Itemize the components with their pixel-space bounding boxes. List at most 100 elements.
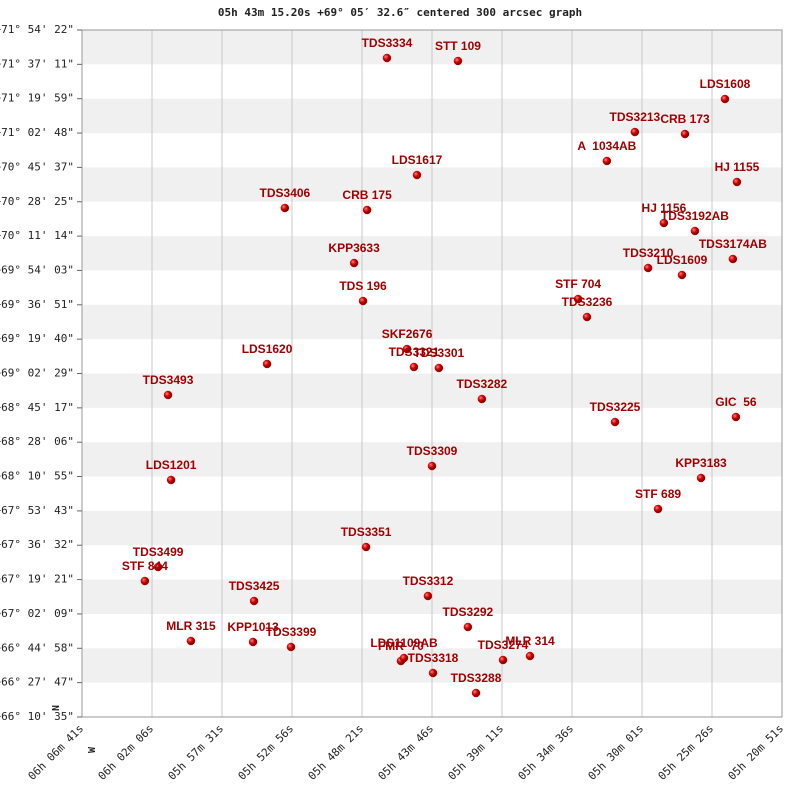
star-label: GIC 56 bbox=[715, 395, 757, 409]
star-label: TDS3274 bbox=[478, 638, 529, 652]
west-label: W bbox=[87, 746, 98, 753]
star-label: TDS3236 bbox=[562, 295, 613, 309]
star-label: TDS3210 bbox=[623, 246, 674, 260]
star-label: STT 109 bbox=[435, 39, 481, 53]
star-label: LDS1617 bbox=[392, 153, 443, 167]
star-label: TDS3192AB bbox=[661, 209, 729, 223]
star-label: HJ 1155 bbox=[715, 160, 760, 174]
y-tick-label: +67° 53' 43" bbox=[0, 504, 74, 517]
star-point bbox=[453, 56, 463, 66]
star-point bbox=[680, 129, 690, 139]
star-point bbox=[382, 53, 392, 63]
star-label: TDS3213 bbox=[610, 110, 661, 124]
y-tick-label: +71° 37' 11" bbox=[0, 57, 74, 70]
star-label: MLR 314 bbox=[505, 634, 555, 648]
y-tick-label: +71° 02' 48" bbox=[0, 126, 74, 139]
star-label: TDS3399 bbox=[266, 625, 317, 639]
star-point bbox=[582, 312, 592, 322]
star-point bbox=[362, 205, 372, 215]
star-label: STF 704 bbox=[555, 277, 601, 291]
star-label: TDS3334 bbox=[362, 36, 413, 50]
star-label: TDS3174AB bbox=[699, 237, 767, 251]
star-point bbox=[653, 504, 663, 514]
x-tick-label: 05h 30m 01s bbox=[586, 722, 647, 783]
star-label: TDS3318 bbox=[408, 651, 459, 665]
star-point bbox=[349, 258, 359, 268]
star-label: KPP1013 bbox=[227, 620, 279, 634]
star-point bbox=[498, 655, 508, 665]
star-point bbox=[423, 591, 433, 601]
x-tick-label: 05h 39m 11s bbox=[446, 722, 507, 783]
star-point bbox=[643, 263, 653, 273]
star-label: TDS3493 bbox=[143, 373, 194, 387]
star-label: TDS3321 bbox=[389, 345, 440, 359]
star-label: TDS 196 bbox=[339, 279, 387, 293]
star-point bbox=[249, 596, 259, 606]
star-point bbox=[409, 362, 419, 372]
star-point bbox=[525, 651, 535, 661]
star-point bbox=[434, 363, 444, 373]
star-point bbox=[153, 562, 163, 572]
star-label: CRB 175 bbox=[342, 188, 392, 202]
y-tick-label: +68° 28' 06" bbox=[0, 435, 74, 448]
star-point bbox=[602, 156, 612, 166]
star-point bbox=[399, 653, 409, 663]
star-point bbox=[428, 668, 438, 678]
star-label: LDS1201 bbox=[146, 458, 197, 472]
y-tick-label: +70° 45' 37" bbox=[0, 160, 74, 173]
star-point bbox=[732, 177, 742, 187]
x-tick-label: 05h 48m 21s bbox=[306, 722, 367, 783]
y-tick-label: +69° 02' 29" bbox=[0, 366, 74, 379]
star-point bbox=[412, 170, 422, 180]
y-tick-label: +69° 19' 40" bbox=[0, 332, 74, 345]
star-label: SKF2676 bbox=[382, 327, 433, 341]
y-tick-label: +66° 27' 47" bbox=[0, 676, 74, 689]
star-point bbox=[463, 622, 473, 632]
x-tick-label: 06h 06m 41s bbox=[26, 722, 87, 783]
star-label: A 1034AB bbox=[577, 139, 636, 153]
y-tick-label: +68° 45' 17" bbox=[0, 401, 74, 414]
x-tick-label: 05h 25m 26s bbox=[656, 722, 717, 783]
x-tick-label: 05h 52m 56s bbox=[236, 722, 297, 783]
star-point bbox=[471, 688, 481, 698]
star-label: TDS3406 bbox=[260, 186, 311, 200]
star-label: TDS3292 bbox=[443, 605, 494, 619]
star-point bbox=[140, 576, 150, 586]
star-point bbox=[402, 344, 412, 354]
star-label: LDS1620 bbox=[242, 342, 293, 356]
star-point bbox=[280, 203, 290, 213]
y-tick-label: +67° 02' 09" bbox=[0, 607, 74, 620]
star-point bbox=[696, 473, 706, 483]
y-tick-label: +67° 19' 21" bbox=[0, 573, 74, 586]
y-tick-label: +70° 11' 14" bbox=[0, 229, 74, 242]
star-label: HJ 1156 bbox=[642, 201, 687, 215]
star-point bbox=[262, 359, 272, 369]
star-label: KPP3633 bbox=[328, 241, 380, 255]
x-tick-label: 05h 43m 46s bbox=[376, 722, 437, 783]
x-tick-label: 05h 57m 31s bbox=[166, 722, 227, 783]
y-tick-label: +69° 54' 03" bbox=[0, 263, 74, 276]
star-point bbox=[163, 390, 173, 400]
star-label: MLR 315 bbox=[166, 619, 216, 633]
star-point bbox=[573, 294, 583, 304]
star-label: LDS1109AB bbox=[370, 636, 438, 650]
y-tick-label: +71° 19' 59" bbox=[0, 92, 74, 105]
x-tick-label: 06h 02m 06s bbox=[96, 722, 157, 783]
star-label: LDS1609 bbox=[657, 253, 708, 267]
star-label: TDS3312 bbox=[403, 574, 454, 588]
star-point bbox=[427, 461, 437, 471]
y-tick-label: +67° 36' 32" bbox=[0, 538, 74, 551]
star-label: LDS1608 bbox=[700, 77, 751, 91]
star-point bbox=[166, 475, 176, 485]
star-label: TDS3301 bbox=[414, 346, 465, 360]
star-point bbox=[477, 394, 487, 404]
star-label: TDS3425 bbox=[229, 579, 280, 593]
star-point bbox=[659, 218, 669, 228]
x-tick-label: 05h 34m 36s bbox=[516, 722, 577, 783]
star-label: TDS3351 bbox=[341, 525, 392, 539]
y-tick-label: +70° 28' 25" bbox=[0, 195, 74, 208]
star-point bbox=[677, 270, 687, 280]
star-label: STF 844 bbox=[122, 559, 168, 573]
star-point bbox=[731, 412, 741, 422]
